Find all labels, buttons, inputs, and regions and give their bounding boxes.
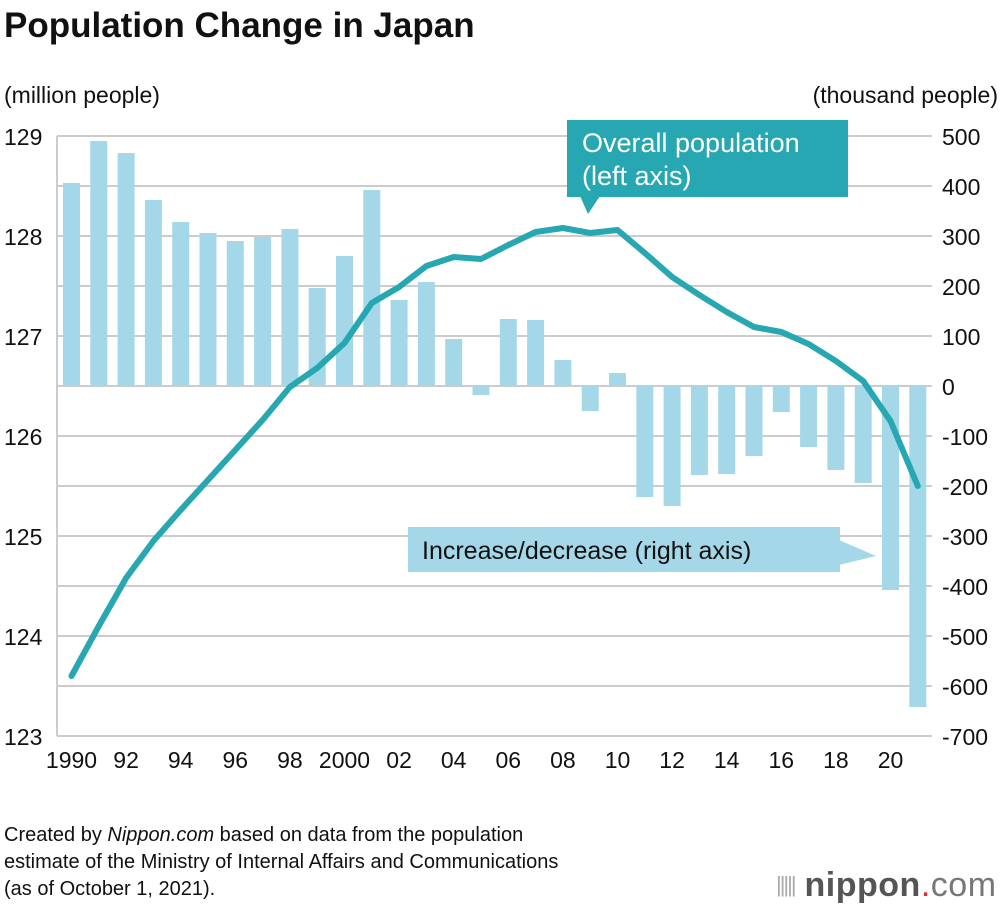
right-tick-label: 300 [942, 224, 980, 250]
right-tick-label: 500 [942, 124, 980, 150]
left-tick-label: 129 [4, 124, 42, 150]
source-text: based on data from the population [214, 824, 524, 846]
left-tick-label: 123 [4, 724, 42, 750]
bar-2015 [745, 386, 763, 456]
x-tick-label: 2000 [319, 747, 370, 773]
x-tick-label: 08 [550, 747, 576, 773]
bar-1998 [281, 229, 299, 386]
bar-label-text: Increase/decrease (right axis) [422, 537, 751, 565]
left-tick-label: 125 [4, 524, 42, 550]
left-tick-label: 124 [4, 624, 43, 650]
source-text: (as of October 1, 2021). [4, 878, 216, 900]
source-text: Created by [4, 824, 108, 846]
bar-2018 [827, 386, 845, 470]
x-tick-label: 1990 [46, 747, 97, 773]
x-tick-label: 92 [113, 747, 139, 773]
right-tick-label: 100 [942, 324, 980, 350]
bar-2016 [772, 386, 790, 412]
bar-2013 [690, 386, 708, 475]
x-tick-label: 94 [168, 747, 194, 773]
right-tick-label: -600 [942, 674, 988, 700]
right-tick-label: 400 [942, 174, 980, 200]
source-text: estimate of the Ministry of Internal Aff… [4, 851, 559, 873]
line-label-text: Overall population [582, 128, 800, 158]
x-tick-label: 04 [441, 747, 467, 773]
left-tick-label: 128 [4, 224, 42, 250]
chart-title: Population Change in Japan [4, 6, 475, 45]
bar-label-box [408, 527, 840, 572]
bar-2006 [499, 319, 517, 386]
bar-2007 [527, 320, 545, 386]
bar-1995 [199, 233, 217, 386]
bar-2010 [609, 373, 626, 386]
right-tick-label: -500 [942, 624, 988, 650]
bar-1997 [254, 237, 272, 386]
bar-2014 [718, 386, 736, 474]
bar-2003 [417, 282, 435, 386]
left-tick-label: 126 [4, 424, 42, 450]
x-tick-label: 98 [277, 747, 303, 773]
population-line [68, 225, 921, 679]
nippon-logo: ||||| nippon.com [776, 866, 997, 904]
right-tick-label: 0 [942, 374, 955, 400]
line-label-text: (left axis) [582, 161, 692, 191]
x-tick-label: 20 [878, 747, 904, 773]
logo-mark-icon: ||||| [776, 872, 797, 897]
bar-2005 [472, 386, 490, 395]
right-tick-label: -700 [942, 724, 988, 750]
source-note: Created by Nippon.com based on data from… [4, 822, 558, 903]
right-axis-label: (thousand people) [812, 82, 998, 108]
source-brand: Nippon.com [107, 824, 215, 846]
x-tick-label: 12 [659, 747, 685, 773]
x-tick-label: 10 [605, 747, 631, 773]
bar-1990 [63, 183, 80, 386]
bar-2001 [363, 190, 381, 386]
bar-2012 [663, 386, 681, 506]
x-tick-label: 16 [769, 747, 795, 773]
line-label-pointer [580, 196, 600, 214]
bar-2011 [636, 386, 654, 497]
right-tick-label: 200 [942, 274, 980, 300]
bar-1996 [226, 241, 244, 386]
bar-1991 [90, 141, 108, 386]
bar-2021 [909, 386, 927, 707]
x-tick-label: 02 [386, 747, 412, 773]
line-label-box [567, 120, 848, 197]
right-tick-label: -100 [942, 424, 988, 450]
right-tick-label: -300 [942, 524, 988, 550]
bar-2017 [800, 386, 818, 447]
right-tick-label: -400 [942, 574, 988, 600]
bar-2000 [336, 256, 353, 386]
bar-2019 [854, 386, 872, 483]
x-tick-label: 18 [823, 747, 849, 773]
bar-1992 [117, 153, 135, 386]
left-axis-label: (million people) [4, 82, 160, 108]
bar-2009 [581, 386, 599, 411]
bar-1994 [172, 222, 190, 386]
left-tick-label: 127 [4, 324, 42, 350]
bar-2002 [390, 300, 408, 386]
x-tick-label: 06 [496, 747, 522, 773]
bar-label-pointer [839, 540, 876, 565]
x-tick-label: 14 [714, 747, 740, 773]
x-tick-label: 96 [223, 747, 249, 773]
bar-1993 [144, 200, 162, 386]
bar-2008 [554, 360, 572, 386]
bar-2004 [445, 339, 463, 386]
right-tick-label: -200 [942, 474, 988, 500]
